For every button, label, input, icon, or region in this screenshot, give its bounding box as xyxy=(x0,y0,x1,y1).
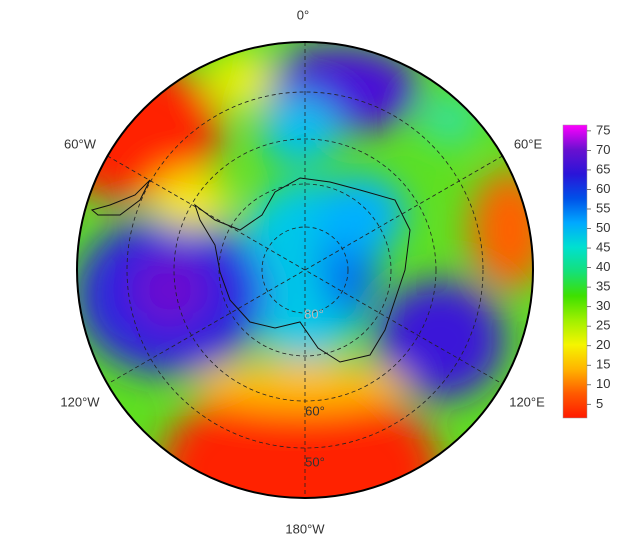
colorbar-tick-label: 15 xyxy=(596,357,610,372)
colorbar-tick-label: 75 xyxy=(596,122,610,137)
colorbar-tick-label: 70 xyxy=(596,142,610,157)
coastline xyxy=(90,179,151,216)
colorbar-tick-label: 60 xyxy=(596,181,610,196)
colorbar-tick-label: 5 xyxy=(596,396,603,411)
colorbar-tick-label: 50 xyxy=(596,220,610,235)
longitude-label: 0° xyxy=(297,7,309,22)
graticule xyxy=(107,42,503,498)
colorbar-tick-label: 30 xyxy=(596,298,610,313)
colorbar-tick-label: 55 xyxy=(596,200,610,215)
colorbar-tick-label: 40 xyxy=(596,259,610,274)
colorbar-tick-label: 10 xyxy=(596,376,610,391)
latitude-label: 50° xyxy=(305,454,325,469)
longitude-label: 120°E xyxy=(509,394,545,409)
longitude-label: 60°W xyxy=(64,136,97,151)
latitude-label: 60° xyxy=(305,403,325,418)
longitude-label: 180°W xyxy=(285,521,325,536)
longitude-label: 120°W xyxy=(60,394,100,409)
colorbar: 5 10 15 20 25 30 35 40 45 50 55 60 65 70 75 xyxy=(562,122,610,419)
colorbar-tick-label: 65 xyxy=(596,161,610,176)
colorbar-tick-label: 45 xyxy=(596,239,610,254)
colorbar-tick-label: 20 xyxy=(596,337,610,352)
latitude-label: 80° xyxy=(304,306,324,321)
coastline xyxy=(194,177,411,363)
colorbar-tick-label: 25 xyxy=(596,318,610,333)
colorbar-tick-label: 35 xyxy=(596,279,610,294)
longitude-label: 60°E xyxy=(514,136,543,151)
map-border xyxy=(76,41,534,499)
colorbar-ramp xyxy=(562,124,588,419)
